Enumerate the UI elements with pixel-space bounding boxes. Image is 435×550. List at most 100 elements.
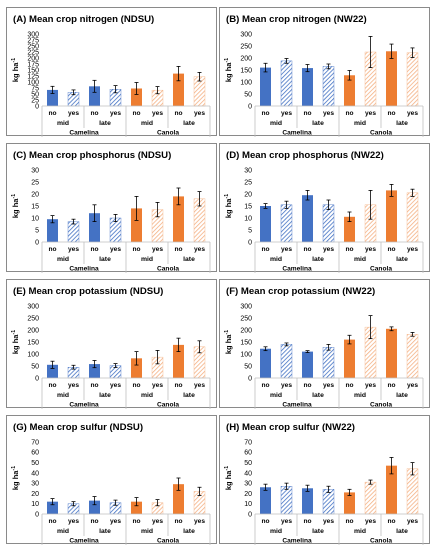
error-bar bbox=[347, 70, 352, 81]
y-tick-label: 0 bbox=[35, 375, 39, 382]
bar bbox=[322, 347, 335, 379]
chart-svg: (D) Mean crop phosphorus (NW22) kg ha-1 0 5… bbox=[224, 150, 424, 273]
y-tick-label: 10 bbox=[31, 215, 39, 222]
group-separators bbox=[254, 378, 424, 409]
error-bar bbox=[305, 484, 310, 492]
y-tick-label: 300 bbox=[27, 31, 39, 38]
error-bar bbox=[155, 499, 160, 507]
bar bbox=[322, 204, 335, 243]
y-tick-label: 300 bbox=[240, 303, 252, 310]
group-separators bbox=[41, 378, 211, 409]
bar bbox=[89, 364, 100, 378]
error-bar bbox=[284, 342, 289, 347]
bar bbox=[260, 206, 271, 242]
chart-title: (H) Mean crop sulfur (NW22) bbox=[226, 422, 355, 433]
x-tick-label: yes bbox=[323, 110, 334, 117]
error-bar bbox=[326, 485, 331, 493]
y-tick-label: 40 bbox=[31, 470, 39, 477]
bar bbox=[260, 67, 271, 106]
timing-label: mid bbox=[141, 528, 153, 535]
bar bbox=[280, 204, 293, 243]
timing-label: late bbox=[312, 256, 324, 263]
y-tick-label: 20 bbox=[244, 191, 252, 198]
error-bar bbox=[71, 89, 76, 96]
y-tick-label: 150 bbox=[240, 339, 252, 346]
crop-label: Canola bbox=[157, 130, 179, 137]
chart-title: (B) Mean crop nitrogen (NW22) bbox=[226, 14, 367, 25]
timing-label: late bbox=[183, 120, 195, 127]
error-bar bbox=[389, 326, 394, 332]
x-tick-label: yes bbox=[194, 110, 205, 117]
bar bbox=[302, 351, 313, 378]
crop-label: Camelina bbox=[69, 402, 99, 409]
y-axis-label: kg ha-1 bbox=[11, 466, 20, 490]
y-tick-label: 100 bbox=[240, 351, 252, 358]
x-tick-label: no bbox=[387, 382, 395, 389]
y-tick-label: 175 bbox=[27, 61, 39, 68]
y-tick-label: 0 bbox=[35, 239, 39, 246]
x-tick-label: no bbox=[90, 110, 98, 117]
x-tick-label: yes bbox=[194, 518, 205, 525]
x-tick-label: yes bbox=[281, 110, 292, 117]
timing-label: mid bbox=[141, 392, 153, 399]
crop-label: Canola bbox=[370, 402, 392, 409]
bar bbox=[344, 75, 355, 106]
timing-label: late bbox=[183, 256, 195, 263]
chart-panel: (E) Mean crop potassium (NDSU) kg ha-1 0 50… bbox=[6, 279, 217, 409]
error-bar bbox=[389, 43, 394, 59]
x-tick-label: yes bbox=[281, 518, 292, 525]
error-bar bbox=[50, 85, 55, 94]
error-bar bbox=[113, 363, 118, 368]
timing-label: mid bbox=[141, 120, 153, 127]
y-tick-label: 250 bbox=[240, 315, 252, 322]
y-tick-label: 100 bbox=[240, 79, 252, 86]
bar bbox=[386, 190, 397, 242]
timing-label: mid bbox=[270, 256, 282, 263]
error-bar bbox=[347, 488, 352, 496]
bar bbox=[260, 348, 271, 378]
error-bar bbox=[368, 35, 373, 68]
x-tick-label: yes bbox=[365, 382, 376, 389]
timing-label: late bbox=[312, 528, 324, 535]
error-bar bbox=[389, 457, 394, 475]
chart-panel: (G) Mean crop sulfur (NDSU) kg ha-1 0 10 20 3… bbox=[6, 415, 217, 545]
timing-label: late bbox=[396, 528, 408, 535]
chart-svg: (F) Mean crop potassium (NW22) kg ha-1 0 50… bbox=[224, 286, 424, 409]
y-tick-label: 50 bbox=[244, 91, 252, 98]
y-tick-label: 250 bbox=[27, 315, 39, 322]
error-bar bbox=[50, 215, 55, 224]
y-tick-label: 300 bbox=[240, 31, 252, 38]
y-tick-label: 30 bbox=[244, 167, 252, 174]
crop-label: Camelina bbox=[69, 130, 99, 137]
bar bbox=[406, 334, 419, 379]
y-axis-label: kg ha-1 bbox=[11, 330, 20, 354]
error-bar bbox=[326, 344, 331, 351]
error-bar bbox=[263, 346, 268, 352]
y-tick-label: 0 bbox=[248, 239, 252, 246]
bar bbox=[89, 86, 100, 106]
bar bbox=[364, 481, 377, 515]
x-tick-label: no bbox=[303, 518, 311, 525]
error-bar bbox=[410, 332, 415, 337]
timing-label: mid bbox=[270, 528, 282, 535]
error-bar bbox=[113, 499, 118, 506]
x-tick-label: no bbox=[174, 246, 182, 253]
error-bar bbox=[368, 479, 373, 485]
bar bbox=[386, 465, 397, 514]
y-tick-label: 200 bbox=[27, 327, 39, 334]
bar bbox=[173, 196, 184, 242]
x-tick-label: no bbox=[90, 246, 98, 253]
y-tick-label: 300 bbox=[27, 303, 39, 310]
x-tick-label: no bbox=[261, 246, 269, 253]
y-tick-label: 275 bbox=[27, 37, 39, 44]
bar bbox=[131, 88, 142, 106]
x-tick-label: no bbox=[48, 382, 56, 389]
error-bar bbox=[263, 483, 268, 491]
y-axis-label: kg ha-1 bbox=[224, 58, 233, 82]
x-tick-label: no bbox=[303, 246, 311, 253]
bar bbox=[89, 500, 100, 514]
x-tick-label: yes bbox=[110, 518, 121, 525]
timing-label: mid bbox=[354, 120, 366, 127]
x-tick-label: no bbox=[345, 110, 353, 117]
